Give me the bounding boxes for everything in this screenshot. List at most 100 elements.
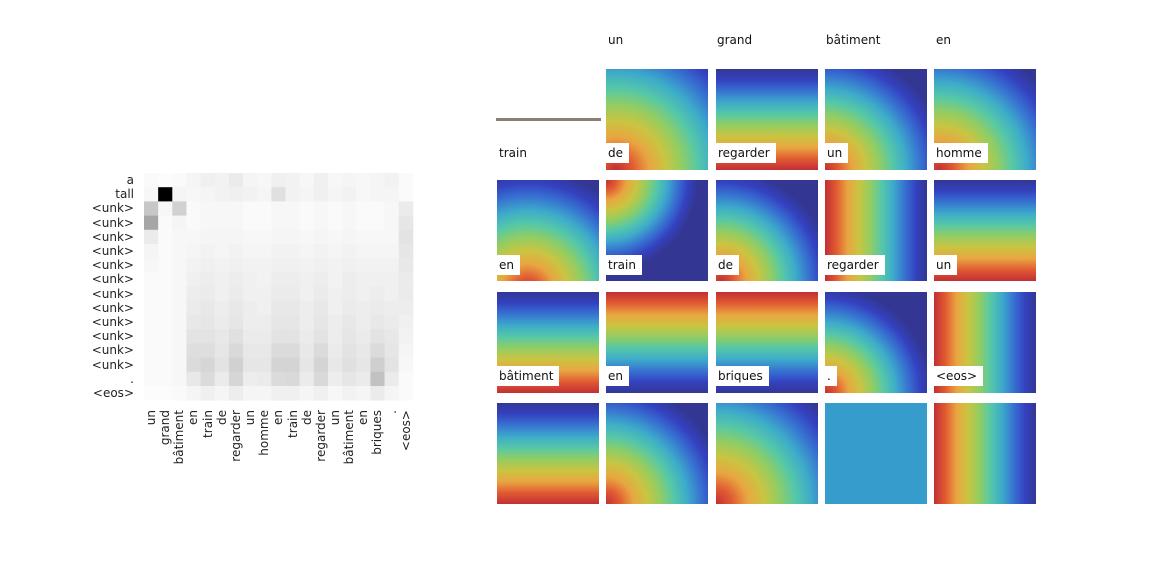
heatmap-cell [299, 201, 315, 216]
heatmap-cell [144, 343, 159, 358]
heatmap-cell [384, 258, 400, 273]
heatmap-cell [313, 229, 329, 245]
heatmap-cell [384, 229, 400, 245]
heatmap-cell [172, 371, 187, 387]
heatmap-row-label: <unk> [91, 272, 134, 287]
column-header-4: en [936, 33, 951, 47]
heatmap-cell [285, 329, 301, 344]
attention-word-label: de [606, 143, 629, 163]
heatmap-cell [327, 229, 343, 245]
heatmap-cell [313, 357, 329, 373]
heatmap-cell [257, 300, 272, 316]
heatmap-cell [313, 315, 329, 330]
heatmap-cell [214, 315, 230, 330]
heatmap-cell [299, 229, 315, 245]
heatmap-cell [398, 315, 414, 330]
heatmap-cell [342, 258, 357, 273]
heatmap-cell [144, 244, 159, 259]
heatmap-cell [228, 386, 244, 401]
attention-word-label: homme [934, 143, 988, 163]
heatmap-cell [285, 201, 301, 216]
heatmap-cell [398, 300, 414, 316]
heatmap-cell [271, 300, 286, 316]
heatmap-cell [356, 187, 371, 202]
heatmap-cell [243, 201, 258, 216]
heatmap-cell [398, 286, 414, 302]
heatmap-cell [285, 229, 301, 245]
heatmap-cell [200, 329, 216, 344]
heatmap-column-label: un [327, 410, 342, 426]
heatmap-cell [228, 201, 244, 216]
heatmap-cell [186, 215, 201, 231]
attention-word-label: en [497, 255, 520, 275]
heatmap-row-label: <unk> [91, 357, 134, 372]
heatmap-cell [356, 371, 371, 387]
heatmap-cell [214, 272, 230, 287]
heatmap-cell [370, 315, 385, 330]
attention-map-tile [825, 292, 927, 393]
heatmap-cell [228, 258, 244, 273]
attention-word-label: regarder [716, 143, 776, 163]
heatmap-cell [271, 315, 286, 330]
attention-word-label: briques [716, 366, 769, 386]
heatmap-cell [257, 272, 272, 287]
heatmap-cell [186, 286, 201, 302]
heatmap-column-label: regarder [313, 410, 328, 462]
heatmap-cell [342, 201, 357, 216]
heatmap-cell [342, 315, 357, 330]
heatmap-cell [342, 300, 357, 316]
heatmap-cell [327, 244, 343, 259]
heatmap-cell [271, 215, 286, 231]
heatmap-column-label: en [271, 410, 286, 425]
heatmap-cell [299, 300, 315, 316]
heatmap-cell [398, 371, 414, 387]
heatmap-cell [299, 173, 315, 188]
heatmap-cell [200, 201, 216, 216]
heatmap-cell [228, 215, 244, 231]
heatmap-cell [214, 173, 230, 188]
heatmap-cell [186, 201, 201, 216]
heatmap-cell [172, 244, 187, 259]
heatmap-cell [285, 371, 301, 387]
heatmap-column-label: bâtiment [342, 410, 357, 465]
heatmap-cell [342, 386, 357, 401]
heatmap-cell [370, 386, 385, 401]
heatmap-cell [186, 187, 201, 202]
heatmap-column-label: train [200, 410, 215, 438]
heatmap-cell [271, 329, 286, 344]
heatmap-cell [370, 229, 385, 245]
heatmap-row-label: <unk> [91, 286, 134, 301]
heatmap-cell [257, 201, 272, 216]
heatmap-cell [214, 215, 230, 231]
heatmap-cell [271, 272, 286, 287]
heatmap-row-label: <eos> [92, 386, 134, 400]
attention-word-label: train [606, 255, 642, 275]
heatmap-cell [356, 244, 371, 259]
heatmap-cell [327, 357, 343, 373]
heatmap-cell [384, 386, 400, 401]
heatmap-cell [158, 173, 173, 188]
heatmap-cell [200, 187, 216, 202]
heatmap-cell [144, 315, 159, 330]
heatmap-cell [398, 357, 414, 373]
heatmap-cell [243, 215, 258, 231]
heatmap-cell [186, 315, 201, 330]
heatmap-cell [172, 229, 187, 245]
heatmap-cell [172, 300, 187, 316]
heatmap-cell [327, 173, 343, 188]
heatmap-cell [214, 300, 230, 316]
heatmap-cell [398, 173, 414, 188]
heatmap-cell [257, 286, 272, 302]
heatmap-cell [299, 371, 315, 387]
heatmap-cell [158, 386, 173, 401]
heatmap-column-label: homme [257, 410, 272, 456]
attention-word-label: <eos> [934, 366, 984, 386]
heatmap-cell [384, 315, 400, 330]
heatmap-cell [158, 357, 173, 373]
heatmap-row-label: <unk> [91, 329, 134, 344]
heatmap-cell [299, 386, 315, 401]
heatmap-cell [327, 386, 343, 401]
heatmap-cell [370, 173, 385, 188]
heatmap-cell [356, 286, 371, 302]
heatmap-cell [257, 187, 272, 202]
